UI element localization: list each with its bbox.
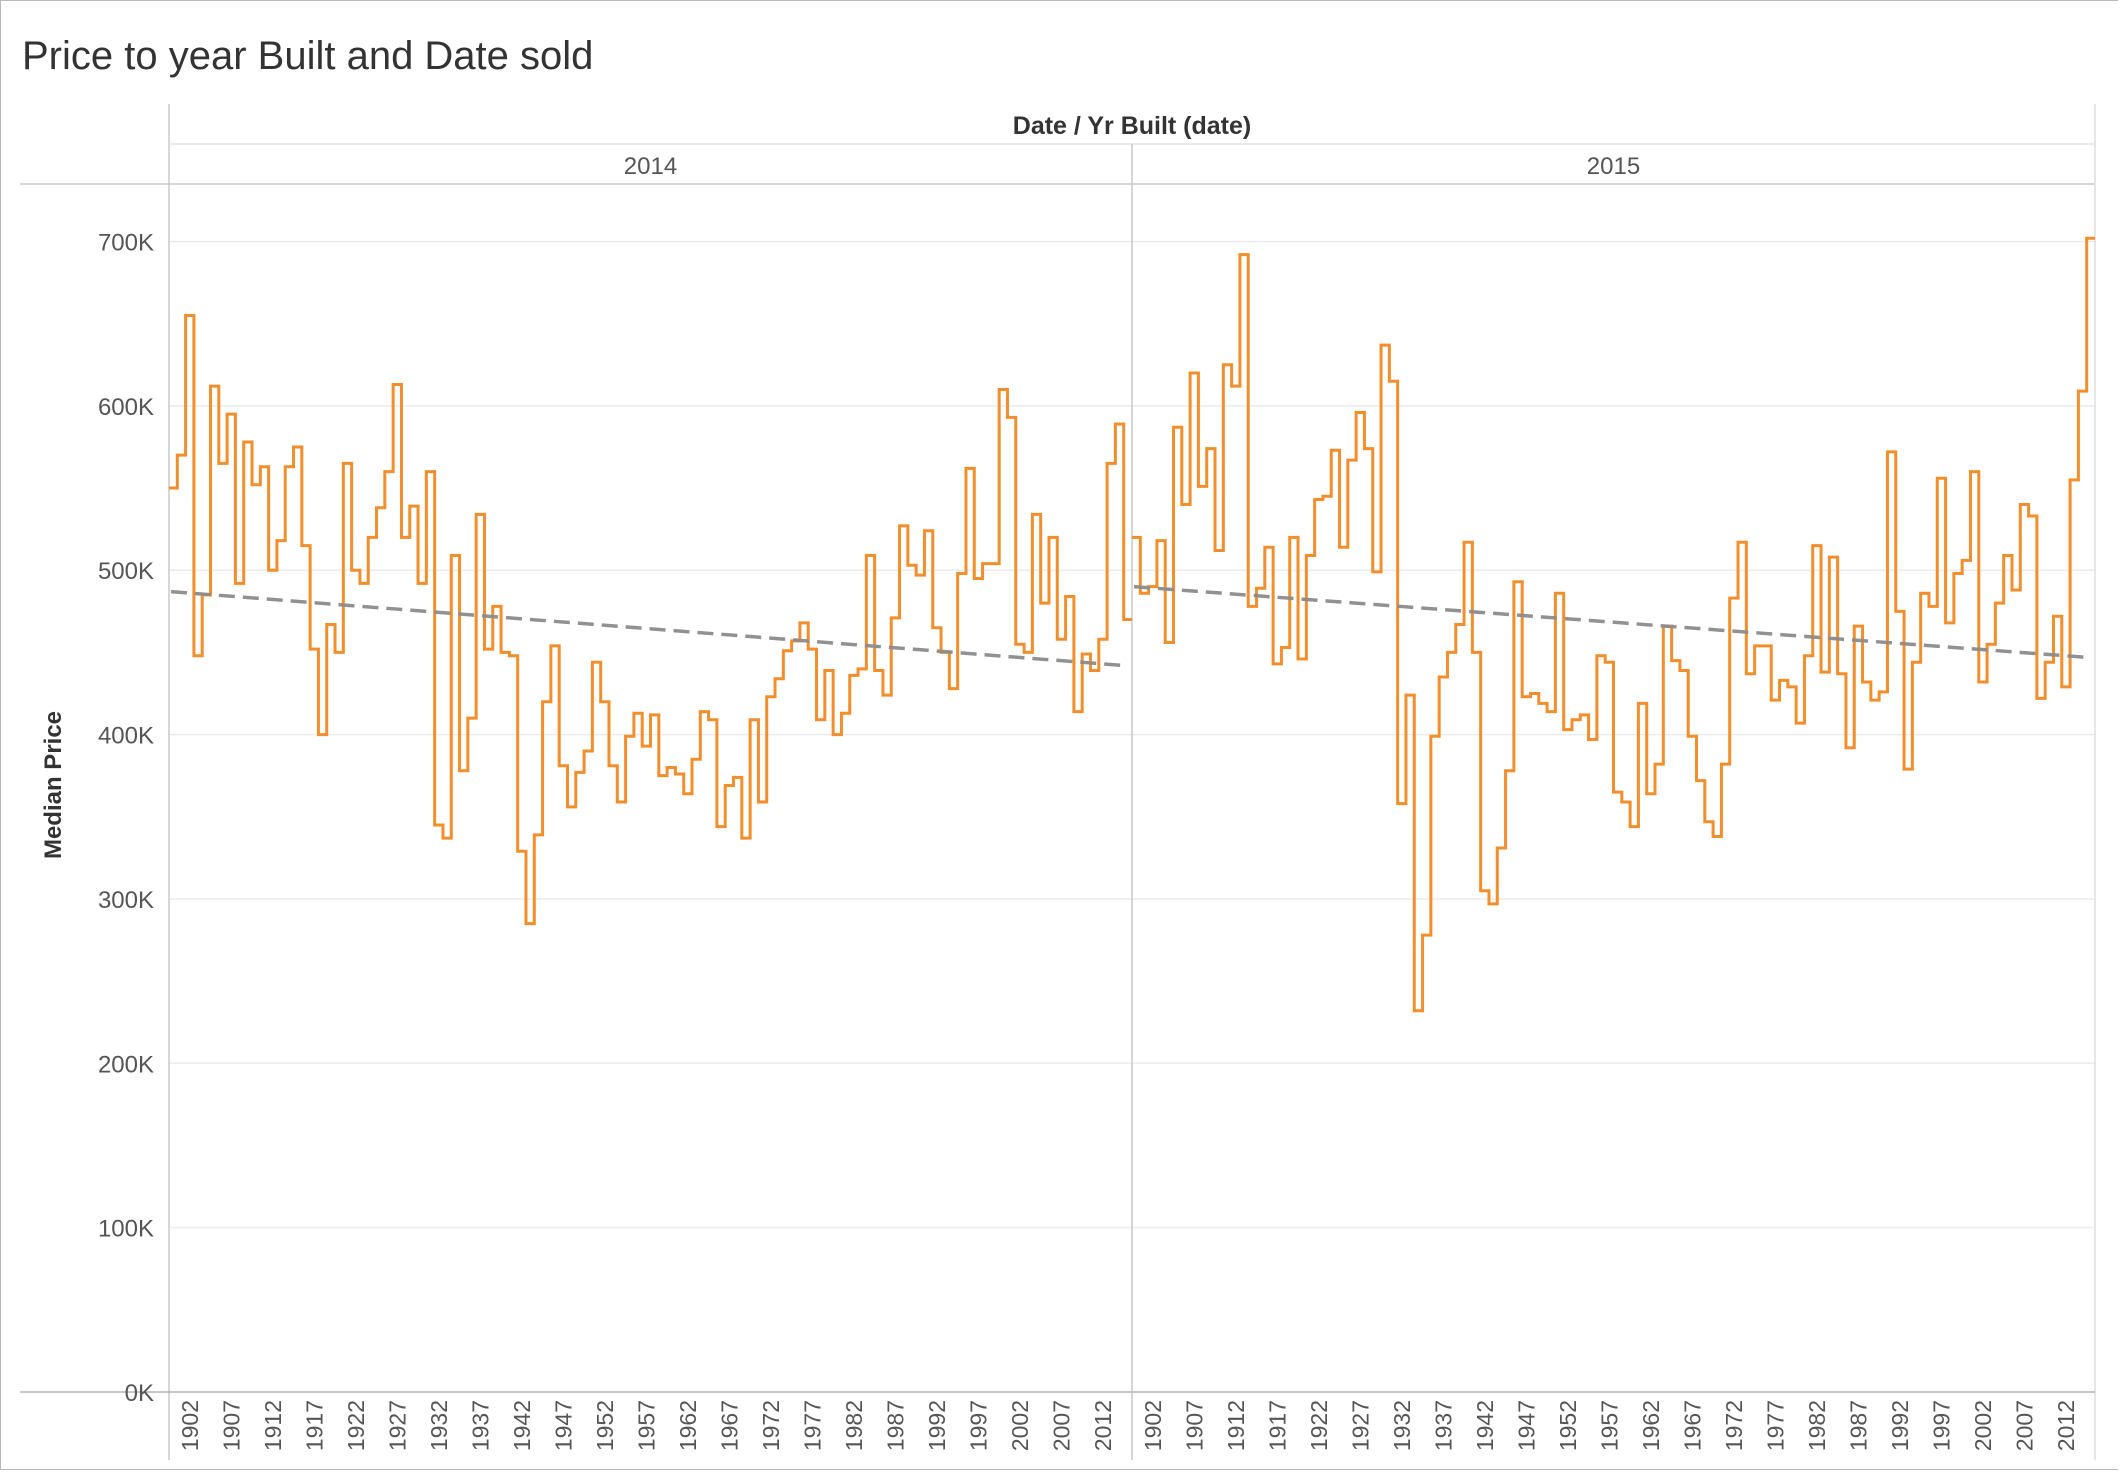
x-tick-label: 2007 bbox=[2011, 1400, 2037, 1451]
x-tick-label: 1912 bbox=[1223, 1400, 1249, 1451]
x-tick-label: 2012 bbox=[1090, 1400, 1116, 1451]
x-tick-label: 2002 bbox=[1970, 1400, 1996, 1451]
x-tick-label: 2012 bbox=[2053, 1400, 2079, 1451]
x-tick-label: 1962 bbox=[675, 1400, 701, 1451]
x-tick-label: 1987 bbox=[1845, 1400, 1871, 1451]
x-tick-label: 1912 bbox=[260, 1400, 286, 1451]
x-tick-label: 1922 bbox=[1306, 1400, 1332, 1451]
x-tick-label: 1952 bbox=[1555, 1400, 1581, 1451]
x-tick-label: 1992 bbox=[1887, 1400, 1913, 1451]
x-tick-label: 1927 bbox=[384, 1400, 410, 1451]
x-tick-label: 1972 bbox=[758, 1400, 784, 1451]
x-tick-label: 1952 bbox=[592, 1400, 618, 1451]
y-tick-label: 400K bbox=[98, 723, 154, 750]
y-tick-label: 200K bbox=[98, 1051, 154, 1078]
x-tick-label: 1917 bbox=[301, 1400, 327, 1451]
panel-header: 2015 bbox=[1587, 153, 1640, 180]
y-tick-label: 100K bbox=[98, 1216, 154, 1243]
x-tick-label: 1907 bbox=[218, 1400, 244, 1451]
x-tick-label: 1997 bbox=[965, 1400, 991, 1451]
x-tick-label: 1977 bbox=[799, 1400, 825, 1451]
series-step-line bbox=[1132, 236, 2095, 1013]
x-tick-label: 1967 bbox=[716, 1400, 742, 1451]
x-tick-label: 1967 bbox=[1679, 1400, 1705, 1451]
y-tick-label: 300K bbox=[98, 887, 154, 914]
trend-line bbox=[1133, 584, 2088, 660]
x-tick-label: 1947 bbox=[1513, 1400, 1539, 1451]
series-step-line bbox=[169, 313, 1132, 926]
x-tick-label: 1937 bbox=[1430, 1400, 1456, 1451]
x-tick-label: 1917 bbox=[1264, 1400, 1290, 1451]
x-tick-label: 1907 bbox=[1181, 1400, 1207, 1451]
chart-title: Price to year Built and Date sold bbox=[22, 34, 594, 78]
x-tick-label: 1992 bbox=[924, 1400, 950, 1451]
x-tick-label: 1997 bbox=[1928, 1400, 1954, 1451]
column-header: Date / Yr Built (date) bbox=[1013, 112, 1251, 140]
x-tick-label: 1982 bbox=[1804, 1400, 1830, 1451]
x-tick-label: 1957 bbox=[1596, 1400, 1622, 1451]
x-tick-label: 1937 bbox=[467, 1400, 493, 1451]
y-axis-label: Median Price bbox=[40, 711, 67, 859]
x-tick-label: 1902 bbox=[1140, 1400, 1166, 1451]
y-tick-label: 700K bbox=[98, 230, 154, 257]
x-tick-label: 1972 bbox=[1721, 1400, 1747, 1451]
x-tick-label: 2007 bbox=[1048, 1400, 1074, 1451]
x-tick-label: 1922 bbox=[343, 1400, 369, 1451]
y-tick-label: 600K bbox=[98, 394, 154, 421]
x-tick-label: 1987 bbox=[882, 1400, 908, 1451]
x-tick-label: 1932 bbox=[426, 1400, 452, 1451]
panel-header: 2014 bbox=[624, 153, 677, 180]
x-tick-label: 1947 bbox=[550, 1400, 576, 1451]
x-tick-label: 1942 bbox=[509, 1400, 535, 1451]
x-tick-label: 1902 bbox=[177, 1400, 203, 1451]
x-tick-label: 1927 bbox=[1347, 1400, 1373, 1451]
y-tick-label: 0K bbox=[125, 1380, 154, 1407]
x-tick-label: 1942 bbox=[1472, 1400, 1498, 1451]
y-tick-label: 500K bbox=[98, 558, 154, 585]
x-tick-label: 1957 bbox=[633, 1400, 659, 1451]
trend-line bbox=[170, 589, 1125, 668]
x-tick-label: 1962 bbox=[1638, 1400, 1664, 1451]
x-tick-label: 1977 bbox=[1762, 1400, 1788, 1451]
x-tick-label: 1982 bbox=[841, 1400, 867, 1451]
x-tick-label: 2002 bbox=[1007, 1400, 1033, 1451]
x-tick-label: 1932 bbox=[1389, 1400, 1415, 1451]
